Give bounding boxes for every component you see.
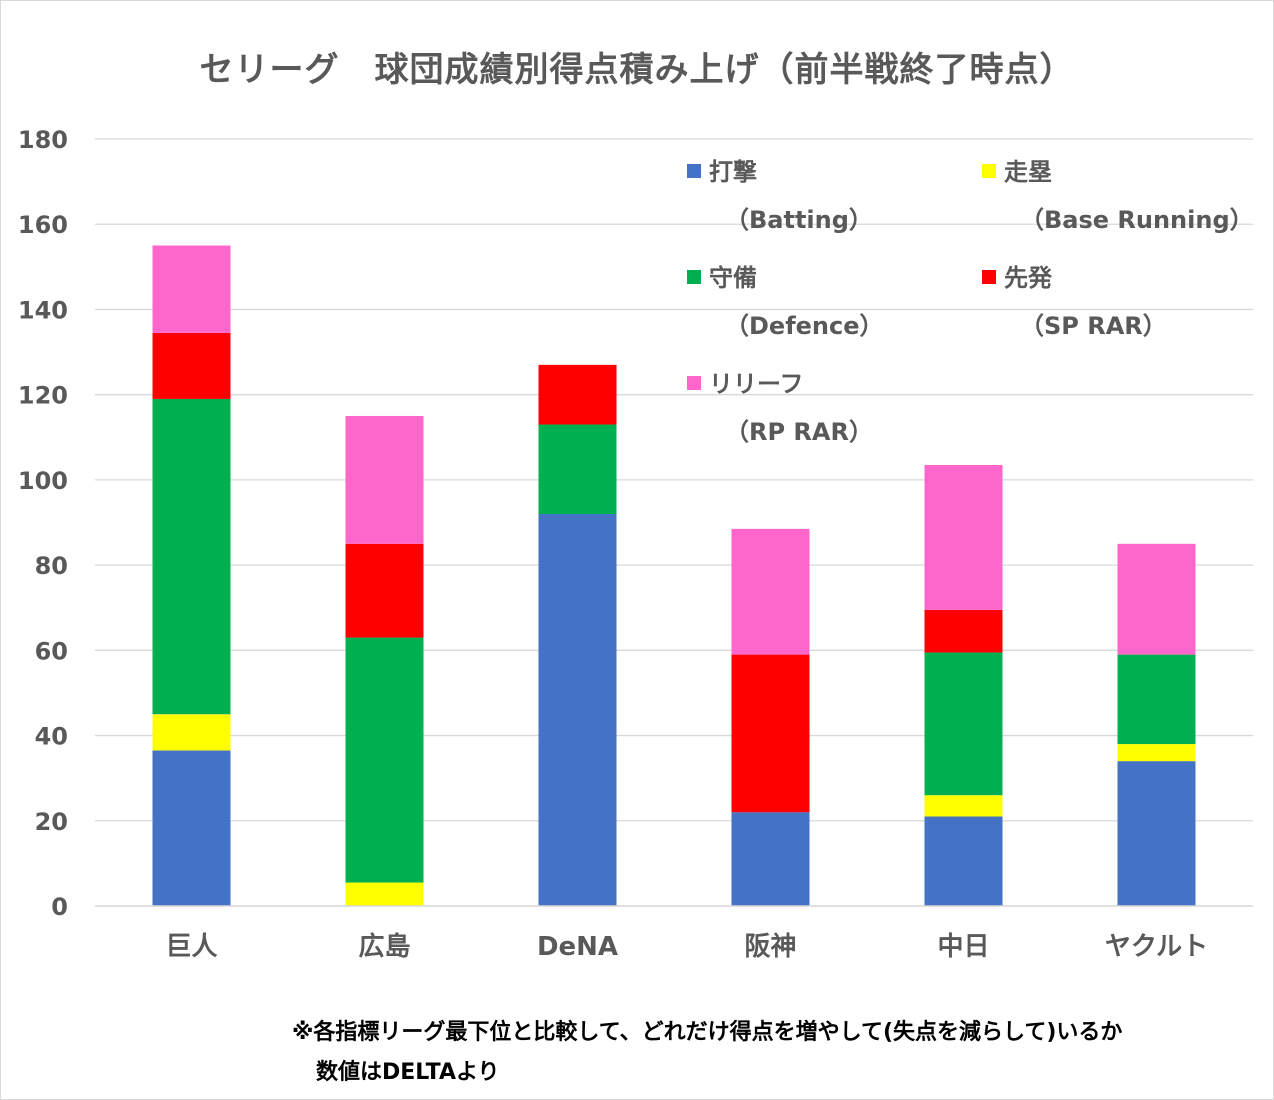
chart-title: セリーグ 球団成績別得点積み上げ（前半戦終了時点） (199, 50, 1075, 90)
legend-sublabel-5: （RP RAR） (725, 418, 873, 446)
bar-ヤクルト-リリーフ (1117, 543, 1196, 655)
bar-巨人-走塁 (152, 714, 231, 751)
y-tick-label: 160 (18, 211, 68, 239)
legend-swatch-1 (687, 164, 701, 178)
bar-DeNA-打撃 (538, 513, 617, 906)
y-tick-label: 80 (35, 552, 68, 580)
bar-巨人-先発 (152, 332, 231, 399)
bar-ヤクルト-守備 (1117, 654, 1196, 745)
bar-広島-先発 (345, 543, 424, 638)
x-tick-label: 巨人 (165, 932, 217, 962)
bar-ヤクルト-打撃 (1117, 761, 1196, 906)
bar-巨人-守備 (152, 398, 231, 715)
bar-広島-リリーフ (345, 415, 424, 544)
bar-ヤクルト-走塁 (1117, 744, 1196, 762)
y-tick-label: 60 (35, 637, 68, 665)
bar-中日-打撃 (924, 816, 1003, 906)
legend-swatch-4 (982, 270, 996, 284)
bar-DeNA-先発 (538, 364, 617, 425)
y-tick-label: 0 (51, 893, 68, 921)
y-tick-label: 40 (35, 723, 68, 751)
legend-label-4: 先発 (1004, 264, 1052, 292)
bar-巨人-打撃 (152, 750, 231, 906)
x-tick-label: 阪神 (744, 932, 796, 962)
footnote-line-1: ※各指標リーグ最下位と比較して、どれだけ得点を増やして(失点を減らして)いるか (292, 1020, 1123, 1045)
legend-sublabel-1: （Batting） (725, 206, 873, 234)
legend-swatch-2 (982, 164, 996, 178)
y-tick-label: 20 (35, 808, 68, 836)
legend-sublabel-3: （Defence） (725, 312, 884, 340)
y-tick-label: 100 (18, 467, 68, 495)
legend-sublabel-4: （SP RAR） (1020, 312, 1167, 340)
legend-label-5: リリーフ (709, 370, 804, 398)
bar-中日-先発 (924, 609, 1003, 653)
x-tick-label: ヤクルト (1105, 932, 1208, 962)
legend-sublabel-2: （Base Running） (1020, 206, 1254, 234)
x-tick-label: 広島 (358, 931, 410, 962)
y-tick-label: 120 (18, 382, 68, 410)
y-tick-label: 140 (18, 296, 68, 324)
bar-中日-守備 (924, 652, 1003, 796)
bar-阪神-打撃 (731, 812, 810, 906)
legend-swatch-5 (687, 376, 701, 390)
legend-label-1: 打撃 (709, 158, 757, 186)
legend-swatch-3 (687, 270, 701, 284)
y-tick-label: 180 (18, 126, 68, 154)
x-tick-label: DeNA (537, 932, 618, 962)
footnote-line-2: 数値はDELTAより (316, 1060, 500, 1085)
bar-DeNA-守備 (538, 424, 617, 514)
bar-広島-走塁 (345, 882, 424, 906)
legend-label-2: 走塁 (1004, 158, 1052, 186)
x-tick-label: 中日 (937, 932, 989, 962)
legend-label-3: 守備 (709, 264, 757, 292)
bar-阪神-先発 (731, 654, 810, 813)
bar-広島-守備 (345, 637, 424, 883)
bar-中日-走塁 (924, 795, 1003, 817)
bar-中日-リリーフ (924, 464, 1003, 610)
bar-阪神-リリーフ (731, 528, 810, 655)
bar-巨人-リリーフ (152, 245, 231, 333)
